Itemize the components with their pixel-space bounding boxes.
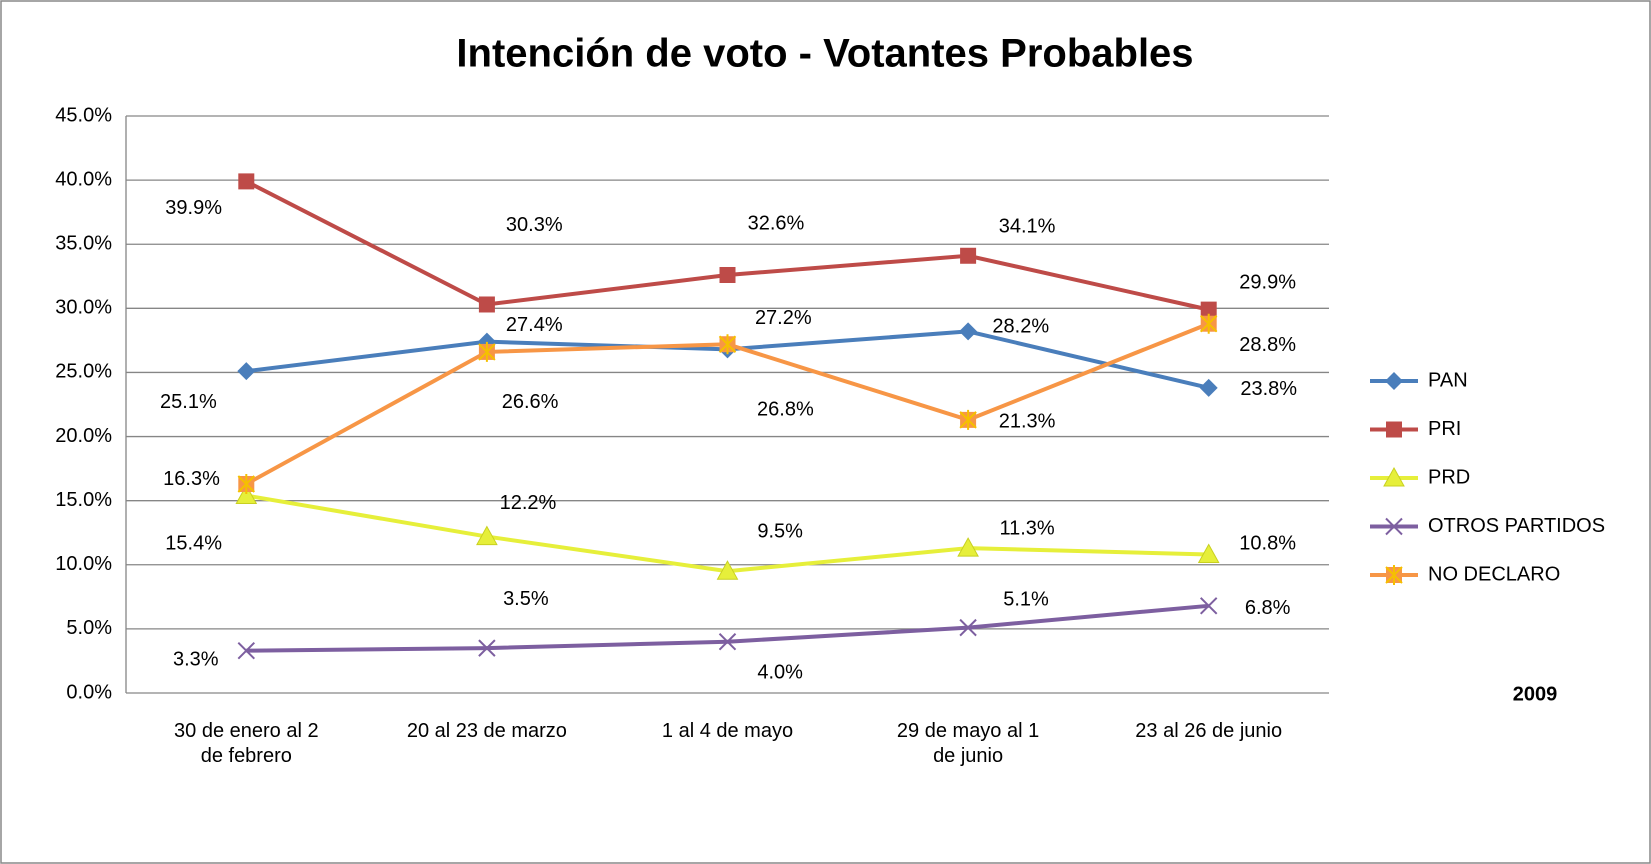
data-label: 26.6% [502,391,559,413]
marker [1199,378,1218,397]
marker [718,334,737,355]
data-label: 25.1% [160,391,217,413]
data-label: 3.3% [173,648,219,670]
marker [478,341,496,362]
y-tick-label: 30.0% [55,297,112,319]
y-tick-label: 35.0% [55,233,112,255]
marker [1200,301,1217,318]
legend-label: OTROS PARTIDOS [1428,515,1605,537]
marker [719,266,736,283]
marker [718,633,737,651]
x-tick-label: 1 al 4 de mayo [661,720,794,742]
marker [957,537,979,557]
marker [476,525,498,546]
y-tick-label: 10.0% [55,553,112,575]
marker [959,322,978,341]
data-label: 10.8% [1239,532,1296,554]
data-label: 27.2% [755,307,812,329]
x-tick-label: 30 de enero al 2 de febrero [174,720,319,767]
chart-title: Intención de voto - Votantes Probables [456,32,1193,76]
legend-marker [1383,466,1405,487]
marker [959,409,977,430]
x-tick-label: 29 de mayo al 1 de junio [896,720,1040,767]
y-tick-label: 20.0% [55,425,112,447]
data-label: 34.1% [999,216,1056,238]
data-label: 23.8% [1240,378,1297,400]
data-label: 3.5% [503,588,549,610]
legend-label: PAN [1428,369,1468,391]
data-label: 5.1% [1003,589,1049,611]
marker [238,173,255,190]
data-label: 11.3% [999,517,1054,539]
data-label: 6.8% [1245,597,1291,619]
data-label: 4.0% [757,662,803,684]
data-label: 9.5% [757,521,803,543]
marker [235,484,258,505]
marker [959,618,977,637]
annotation: 2009 [1513,683,1558,705]
marker [237,473,256,494]
data-label: 26.8% [757,399,814,421]
y-tick-label: 15.0% [55,489,112,511]
legend-label: PRD [1428,466,1470,488]
data-label: 30.3% [506,214,563,236]
legend-marker [1385,565,1403,585]
data-label: 16.3% [163,468,220,490]
marker [1199,597,1218,615]
marker [478,296,495,313]
marker [237,362,256,381]
data-label: 21.3% [999,410,1056,432]
marker [478,639,496,657]
legend-marker [1386,421,1402,438]
data-label: 15.4% [165,532,222,554]
marker [1199,313,1218,334]
legend-marker [1385,517,1403,536]
data-label: 28.2% [992,315,1049,337]
data-label: 28.8% [1239,334,1296,356]
data-label: 29.9% [1239,272,1296,294]
data-label: 32.6% [748,213,805,235]
marker [1197,543,1220,564]
x-tick-label: 23 al 26 de junio [1135,720,1283,742]
y-tick-label: 25.0% [55,361,112,383]
marker [716,560,739,580]
y-tick-label: 40.0% [55,168,112,190]
data-label: 12.2% [500,492,557,514]
legend-label: PRI [1428,418,1461,440]
legend-label: NO DECLARO [1428,563,1560,585]
x-tick-label: 20 al 23 de marzo [406,720,567,742]
y-tick-label: 5.0% [66,617,112,639]
data-label: 39.9% [165,197,222,219]
data-label: 27.4% [506,314,563,336]
y-tick-label: 45.0% [55,104,112,126]
legend-marker [1385,372,1403,390]
marker [237,641,256,660]
marker [960,247,977,264]
y-tick-label: 0.0% [66,681,112,703]
